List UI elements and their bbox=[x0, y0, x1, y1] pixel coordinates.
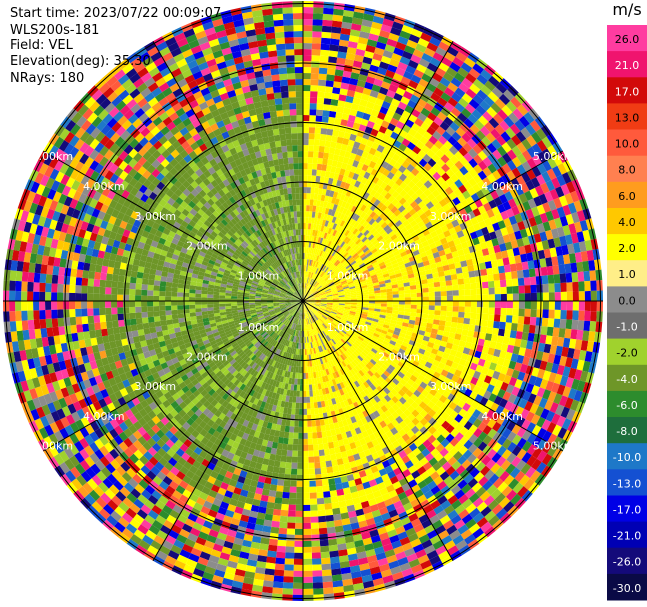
range-label: 3.00km bbox=[430, 380, 472, 393]
colorbar-swatch bbox=[607, 155, 647, 183]
colorbar-swatch bbox=[607, 103, 647, 130]
colorbar-tick-label: -6.0 bbox=[616, 399, 637, 412]
colorbar-tick-label: -10.0 bbox=[613, 451, 641, 464]
range-label: 4.00km bbox=[83, 410, 125, 423]
range-label: 1.00km bbox=[327, 321, 369, 334]
azimuth-spoke bbox=[152, 300, 304, 562]
colorbar-swatch bbox=[607, 495, 647, 523]
colorbar-swatch bbox=[607, 25, 647, 52]
range-labels: 1.00km 2.00km 3.00km 4.00km 5.00km 1.00km 2.00… bbox=[32, 150, 575, 453]
colorbar-unit: m/s bbox=[612, 0, 642, 19]
range-label: 5.00km bbox=[533, 440, 575, 453]
range-label: 3.00km bbox=[430, 210, 472, 223]
colorbar-swatch bbox=[607, 573, 647, 601]
colorbar: 26.0 21.0 17.0 13.0 10.0 8.0 6.0 4.0 2.0 1.0 0.0 -1… bbox=[607, 25, 647, 601]
colorbar-tick-label: -26.0 bbox=[613, 556, 641, 569]
azimuth-spoke bbox=[302, 300, 564, 452]
colorbar-swatch bbox=[607, 208, 647, 235]
colorbar-tick-label: 10.0 bbox=[615, 138, 640, 151]
nrays-text: NRays: 180 bbox=[10, 71, 85, 86]
range-label: 5.00km bbox=[533, 150, 575, 163]
colorbar-tick-label: 1.0 bbox=[618, 268, 636, 281]
colorbar-tick-label: -13.0 bbox=[613, 477, 641, 490]
colorbar-swatch bbox=[607, 286, 647, 313]
azimuth-spokes bbox=[3, 1, 603, 601]
colorbar-swatch bbox=[607, 260, 647, 287]
colorbar-swatch bbox=[607, 443, 647, 470]
colorbar-swatch bbox=[607, 181, 647, 209]
range-label: 5.00km bbox=[32, 440, 74, 453]
colorbar-tick-label: 21.0 bbox=[615, 59, 640, 72]
colorbar-tick-label: -4.0 bbox=[616, 373, 637, 386]
colorbar-tick-label: 6.0 bbox=[618, 190, 636, 203]
range-label: 1.00km bbox=[238, 321, 280, 334]
range-label: 4.00km bbox=[83, 180, 125, 193]
colorbar-tick-label: -2.0 bbox=[616, 347, 637, 360]
range-label: 3.00km bbox=[135, 380, 177, 393]
colorbar-swatch bbox=[607, 77, 647, 104]
colorbar-tick-label: 2.0 bbox=[618, 242, 636, 255]
range-label: 2.00km bbox=[378, 240, 420, 253]
field-text: Field: VEL bbox=[10, 38, 73, 53]
colorbar-swatch bbox=[607, 390, 647, 418]
colorbar-swatch bbox=[607, 417, 647, 444]
azimuth-spoke bbox=[302, 150, 564, 302]
colorbar-tick-label: 13.0 bbox=[615, 111, 640, 124]
colorbar-tick-label: 8.0 bbox=[618, 164, 636, 177]
range-label: 1.00km bbox=[238, 269, 280, 282]
colorbar-swatch bbox=[607, 469, 647, 496]
colorbar-tick-label: 0.0 bbox=[618, 294, 636, 307]
colorbar-swatch bbox=[607, 338, 647, 366]
range-label: 2.00km bbox=[378, 351, 420, 364]
range-label: 2.00km bbox=[186, 240, 228, 253]
range-label: 4.00km bbox=[481, 180, 523, 193]
colorbar-tick-label: 4.0 bbox=[618, 216, 636, 229]
colorbar-tick-label: -1.0 bbox=[616, 321, 637, 334]
colorbar-swatch bbox=[607, 312, 647, 340]
colorbar-swatch bbox=[607, 547, 647, 575]
start-time-text: Start time: 2023/07/22 00:09:07 bbox=[10, 6, 222, 21]
colorbar-tick-label: -30.0 bbox=[613, 582, 641, 595]
range-label: 5.00km bbox=[32, 150, 74, 163]
colorbar-tick-label: -21.0 bbox=[613, 530, 641, 543]
colorbar-tick-label: 17.0 bbox=[615, 85, 640, 98]
elevation-text: Elevation(deg): 35.30 bbox=[10, 54, 151, 69]
colorbar-swatch bbox=[607, 129, 647, 157]
colorbar-swatch bbox=[607, 234, 647, 261]
colorbar-swatch bbox=[607, 51, 647, 78]
colorbar-tick-label: -17.0 bbox=[613, 504, 641, 517]
range-label: 3.00km bbox=[135, 210, 177, 223]
azimuth-spoke bbox=[42, 300, 304, 452]
azimuth-spoke bbox=[42, 150, 304, 302]
colorbar-swatch bbox=[607, 521, 647, 549]
range-label: 2.00km bbox=[186, 351, 228, 364]
azimuth-spoke bbox=[152, 40, 304, 302]
range-label: 1.00km bbox=[327, 269, 369, 282]
instrument-text: WLS200s-181 bbox=[10, 23, 100, 38]
colorbar-tick-label: 26.0 bbox=[615, 33, 640, 46]
colorbar-swatch bbox=[607, 364, 647, 392]
range-label: 4.00km bbox=[481, 410, 523, 423]
azimuth-spoke bbox=[302, 300, 454, 562]
azimuth-spoke bbox=[302, 40, 454, 302]
colorbar-tick-label: -8.0 bbox=[616, 425, 637, 438]
